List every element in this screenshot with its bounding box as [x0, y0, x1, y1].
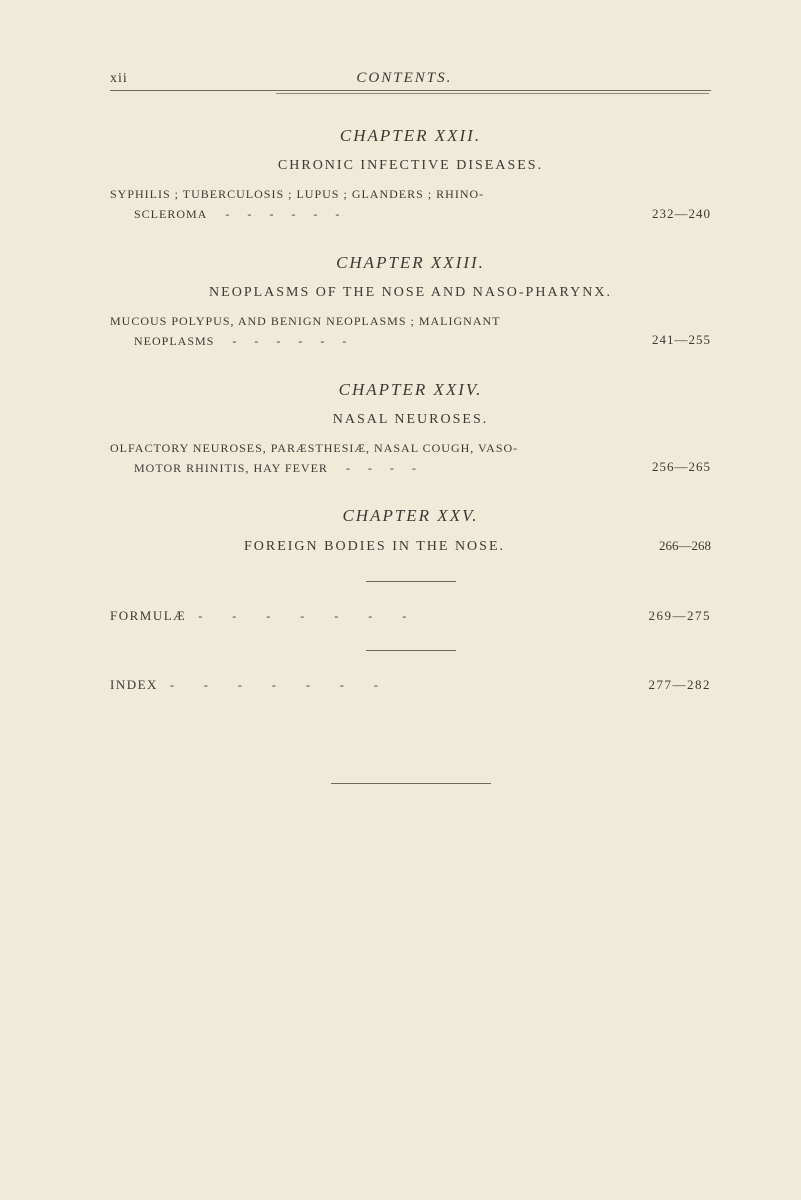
chapter-inline-row: FOREIGN BODIES IN THE NOSE. 266—268	[110, 538, 711, 555]
footer-rule	[331, 783, 491, 784]
chapter-subtitle: CHRONIC INFECTIVE DISEASES.	[110, 158, 711, 174]
index-entry: INDEX ------- 277—282	[110, 677, 711, 693]
chapter-title: CHAPTER XXV.	[110, 506, 711, 526]
chapter-title: CHAPTER XXIV.	[110, 380, 711, 400]
section-divider	[366, 650, 456, 651]
leader-dashes: -------	[186, 609, 634, 624]
entry-pages: 256—265	[634, 456, 711, 478]
leader-dashes: ------	[207, 204, 634, 224]
entry-line2-text: MOTOR RHINITIS, HAY FEVER	[134, 458, 328, 478]
formulae-entry: FORMULÆ ------- 269—275	[110, 608, 711, 624]
chapter-title: CHAPTER XXII.	[110, 126, 711, 146]
entry-line2-row: MOTOR RHINITIS, HAY FEVER ----	[110, 458, 634, 478]
entry-line1: OLFACTORY NEUROSES, PARÆSTHESIÆ, NASAL C…	[110, 438, 634, 458]
entry-line2-text: NEOPLASMS	[134, 331, 214, 351]
chapter-subtitle: NASAL NEUROSES.	[110, 412, 711, 428]
entry-text: OLFACTORY NEUROSES, PARÆSTHESIÆ, NASAL C…	[110, 438, 634, 479]
section-divider	[366, 581, 456, 582]
chapter-subtitle: NEOPLASMS OF THE NOSE AND NASO-PHARYNX.	[110, 285, 711, 301]
page-container: xii CONTENTS. CHAPTER XXII. CHRONIC INFE…	[0, 0, 801, 844]
entry-pages: 266—268	[639, 538, 711, 554]
index-pages: 277—282	[635, 677, 712, 693]
entry-text: MUCOUS POLYPUS, AND BENIGN NEOPLASMS ; M…	[110, 311, 634, 352]
entry-line1: SYPHILIS ; TUBERCULOSIS ; LUPUS ; GLANDE…	[110, 184, 634, 204]
running-title: CONTENTS.	[98, 70, 711, 87]
entry-line2-text: SCLEROMA	[134, 204, 207, 224]
entry-line2-row: NEOPLASMS ------	[110, 331, 634, 351]
header-row: xii CONTENTS.	[110, 70, 711, 87]
entry-pages: 232—240	[634, 203, 711, 225]
formulae-label: FORMULÆ	[110, 608, 186, 624]
formulae-pages: 269—275	[635, 608, 712, 624]
chapter-entry: OLFACTORY NEUROSES, PARÆSTHESIÆ, NASAL C…	[110, 438, 711, 479]
entry-pages: 241—255	[634, 329, 711, 351]
index-label: INDEX	[110, 677, 158, 693]
header-rule-lower	[276, 93, 709, 94]
entry-text: SYPHILIS ; TUBERCULOSIS ; LUPUS ; GLANDE…	[110, 184, 634, 225]
chapter-subtitle-inline: FOREIGN BODIES IN THE NOSE.	[110, 539, 639, 555]
leader-dashes: -------	[158, 678, 635, 693]
header-rule-upper	[110, 90, 711, 91]
chapter-entry: SYPHILIS ; TUBERCULOSIS ; LUPUS ; GLANDE…	[110, 184, 711, 225]
leader-dashes: ------	[214, 331, 634, 351]
entry-line2-row: SCLEROMA ------	[110, 204, 634, 224]
chapter-entry: MUCOUS POLYPUS, AND BENIGN NEOPLASMS ; M…	[110, 311, 711, 352]
entry-line1: MUCOUS POLYPUS, AND BENIGN NEOPLASMS ; M…	[110, 311, 634, 331]
chapter-title: CHAPTER XXIII.	[110, 253, 711, 273]
leader-dashes: ----	[328, 458, 634, 478]
